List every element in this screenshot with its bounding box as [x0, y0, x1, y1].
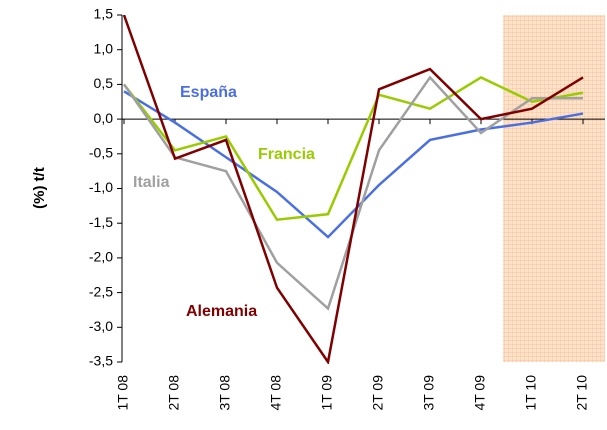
series-line	[122, 15, 584, 364]
series-line	[123, 90, 584, 239]
x-tick-label: 3T 09	[421, 375, 437, 411]
y-tick-label: 0,5	[94, 75, 114, 91]
series-line	[123, 76, 584, 222]
plot	[122, 15, 584, 364]
y-tick-label: -0,5	[89, 145, 113, 161]
series-label: Alemania	[186, 303, 257, 320]
series-label: Francia	[258, 146, 315, 163]
y-tick-label: -2,0	[89, 249, 113, 265]
series-label: Italia	[133, 174, 170, 191]
y-tick-label: -3,5	[89, 353, 113, 369]
x-tick-label: 1T 09	[319, 375, 335, 411]
x-tick-label: 1T 08	[115, 375, 131, 411]
y-tick-label: 0,0	[94, 110, 114, 126]
x-tick-label: 2T 08	[166, 375, 182, 411]
y-tick-label: -3,0	[89, 318, 113, 334]
x-tick-label: 4T 08	[268, 375, 284, 411]
x-tick-label: 3T 08	[217, 375, 233, 411]
x-tick-label: 2T 10	[574, 375, 590, 411]
y-tick-label: -1,0	[89, 179, 113, 195]
y-axis-label: (%) t/t	[31, 167, 48, 209]
y-tick-label: -1,5	[89, 214, 113, 230]
x-tick-label: 2T 09	[370, 375, 386, 411]
y-tick-label: 1,0	[94, 40, 114, 56]
series-label: España	[180, 84, 237, 101]
x-tick-label: 4T 09	[472, 375, 488, 411]
forecast-region	[503, 15, 605, 362]
x-tick-label: 1T 10	[523, 375, 539, 411]
y-tick-label: 1,5	[94, 6, 114, 22]
y-tick-label: -2,5	[89, 283, 113, 299]
